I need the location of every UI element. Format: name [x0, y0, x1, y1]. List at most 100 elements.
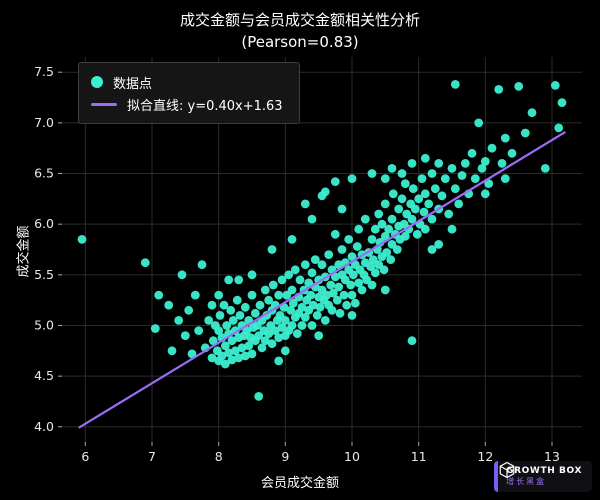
data-point [215, 311, 225, 320]
data-point [174, 316, 184, 325]
y-tick-label: 7.5 [34, 64, 54, 79]
data-point [352, 242, 362, 251]
data-point [347, 311, 357, 320]
data-point [407, 159, 417, 168]
data-point [434, 240, 444, 249]
data-point [177, 270, 187, 280]
data-point [450, 184, 460, 194]
fit-line [78, 131, 566, 429]
data-point [557, 98, 567, 107]
data-point [348, 270, 358, 280]
data-point [307, 321, 317, 330]
x-tick-label: 13 [544, 449, 560, 464]
data-point [230, 346, 240, 356]
data-point [347, 290, 357, 300]
data-point [444, 209, 454, 219]
data-point [300, 260, 310, 270]
data-point [434, 159, 444, 168]
data-point [357, 285, 367, 295]
data-point [380, 285, 390, 295]
logo-texts: GROWTH BOX 增长黑盒 [506, 466, 582, 487]
data-point [290, 265, 300, 275]
data-point [320, 187, 330, 197]
data-point [494, 85, 504, 94]
data-point [264, 295, 274, 305]
data-point [308, 300, 318, 310]
data-point [419, 207, 429, 217]
data-point [234, 353, 244, 363]
data-point [554, 123, 564, 133]
data-point [227, 355, 237, 365]
data-point [314, 331, 324, 340]
axis-ticks [58, 71, 553, 446]
data-point [295, 275, 305, 285]
data-point [327, 305, 337, 315]
data-point [382, 248, 392, 257]
data-point [274, 290, 284, 300]
data-point [387, 214, 397, 224]
growth-box-logo: GROWTH BOX 增长黑盒 [494, 460, 592, 492]
data-point [414, 194, 424, 204]
data-point [388, 189, 398, 199]
data-point [232, 295, 242, 305]
data-point [242, 326, 252, 335]
data-point [207, 300, 217, 310]
data-point [328, 288, 338, 298]
data-point [280, 316, 290, 325]
data-point [217, 351, 227, 361]
data-point [337, 245, 347, 254]
data-point [268, 280, 278, 290]
data-point [257, 343, 267, 353]
data-point [394, 204, 404, 214]
legend-point-label: 数据点 [113, 76, 153, 92]
data-point [497, 159, 507, 168]
x-tick-label: 10 [344, 449, 360, 464]
data-point [224, 348, 234, 358]
data-point [484, 179, 494, 189]
data-point [255, 300, 265, 310]
data-point [397, 169, 407, 178]
data-point [460, 159, 470, 168]
data-point [267, 245, 277, 254]
y-tick-label: 7.0 [34, 115, 54, 130]
data-point [477, 164, 487, 173]
fit-line-path [78, 131, 566, 429]
data-point [322, 290, 332, 300]
data-point [344, 235, 354, 244]
x-tick-label: 8 [215, 449, 223, 464]
data-point [307, 268, 317, 278]
data-point [374, 209, 384, 219]
data-point [507, 148, 517, 158]
data-point [424, 199, 434, 209]
y-tick-label: 4.0 [34, 419, 54, 434]
data-point [306, 290, 316, 300]
x-tick-label: 6 [81, 449, 89, 464]
data-point [260, 336, 270, 346]
data-point [408, 184, 418, 194]
data-point [375, 238, 385, 247]
data-point [226, 305, 236, 315]
x-tick-label: 12 [477, 449, 493, 464]
data-point [387, 164, 397, 173]
data-point [330, 272, 340, 282]
data-point [350, 298, 360, 308]
data-point [324, 250, 334, 259]
data-point [454, 199, 464, 209]
data-point [310, 255, 320, 264]
data-point [447, 164, 457, 173]
data-point [274, 356, 284, 366]
cube-icon [499, 461, 515, 478]
data-point [514, 82, 524, 91]
data-point [420, 153, 430, 163]
data-point [332, 295, 342, 305]
data-point [237, 343, 247, 353]
data-point [447, 224, 457, 234]
data-point [480, 157, 490, 166]
legend-row-points: 数据点 [91, 71, 283, 93]
data-point [410, 204, 420, 214]
data-point [457, 171, 467, 180]
data-point [334, 282, 344, 292]
data-point [342, 300, 352, 310]
data-point [300, 199, 310, 209]
